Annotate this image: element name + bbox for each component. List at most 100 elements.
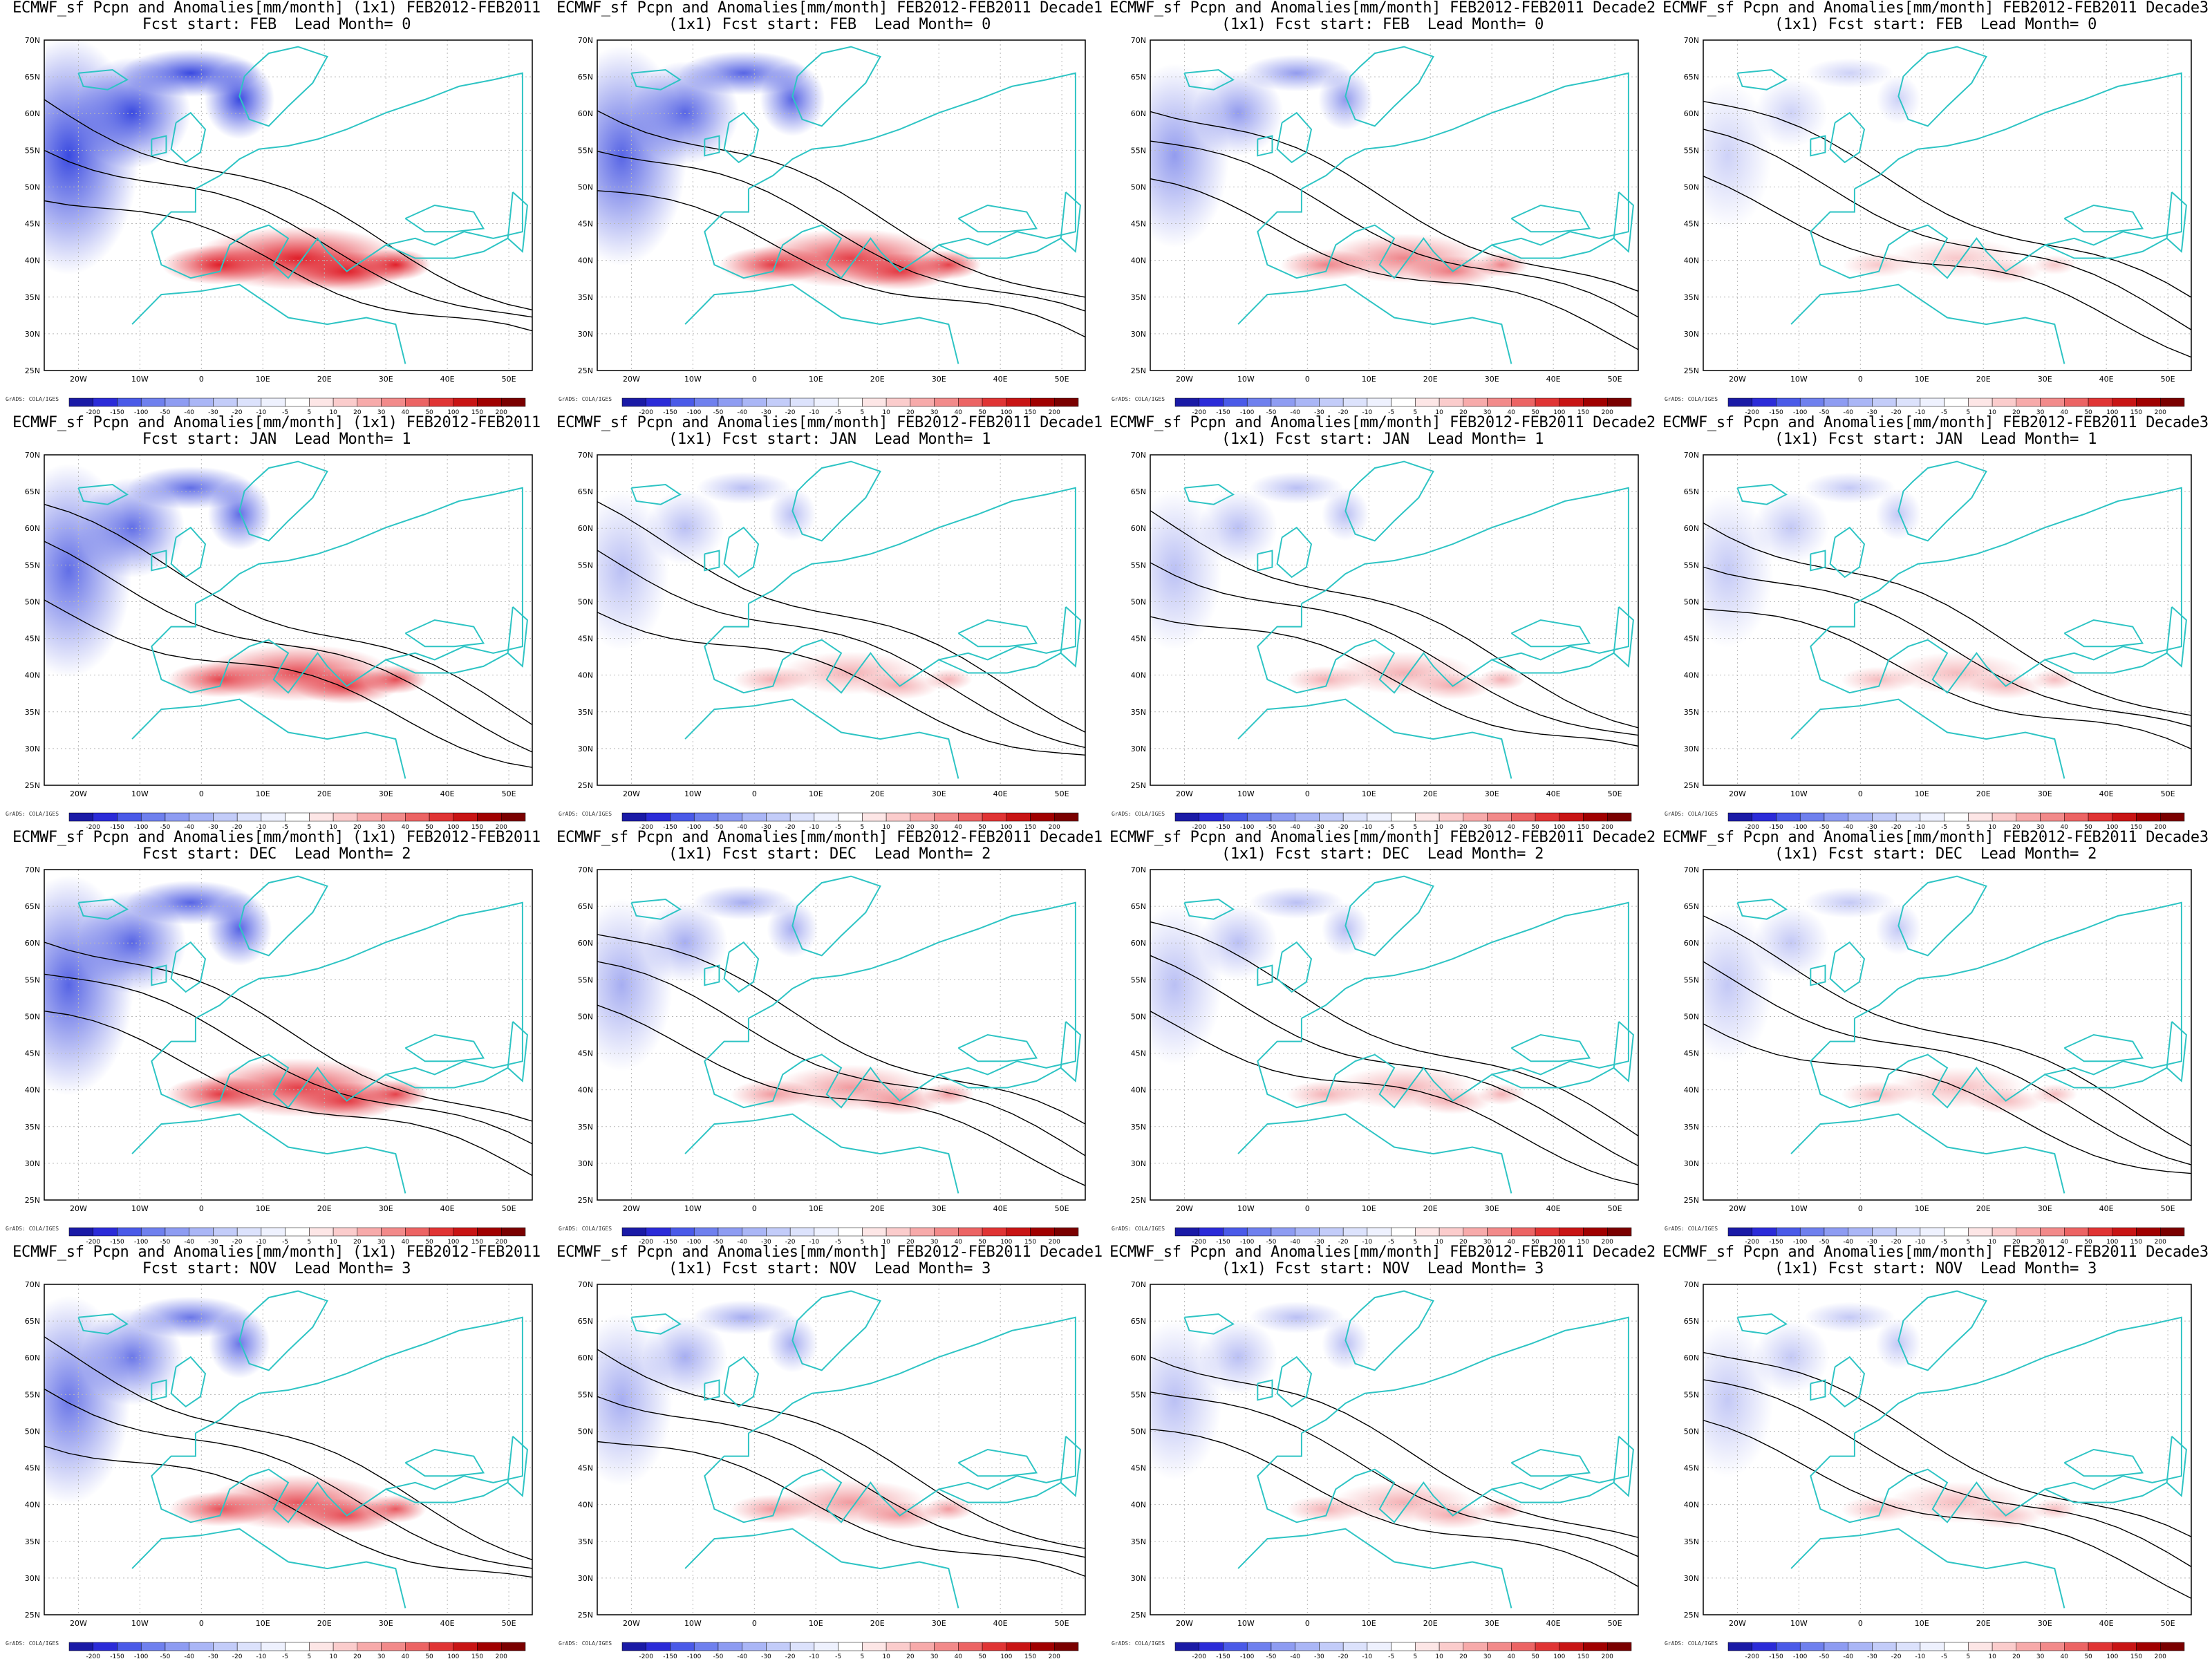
latitude-label: 40N [1131,671,1146,680]
coastline [704,135,720,157]
colorbar-swatch [1727,812,1752,822]
colorbar-swatch [1752,1227,1777,1237]
coastline [77,1313,129,1335]
colorbar-swatch [453,1642,478,1651]
latitude-label: 30N [578,1159,593,1168]
precipitation-contour [597,1349,1085,1549]
colorbar-label: 50 [1531,1653,1539,1659]
coastline [1510,1033,1591,1062]
colorbar-label: 200 [1602,1239,1613,1244]
colorbar-swatch [1342,1642,1368,1651]
colorbar-swatch [1895,1227,1921,1237]
coastline [704,964,720,986]
colorbar-swatch [670,812,695,822]
panel-title: ECMWF_sf Pcpn and Anomalies[mm/month] FE… [1662,414,2209,431]
latitude-label: 65N [25,902,40,911]
grads-source-label: GrADS: COLA/IGES [1665,1226,1718,1232]
latitude-label: 45N [578,220,593,229]
dry-anomaly-area [1198,1319,1278,1395]
colorbar-label: -100 [134,1653,149,1659]
colorbar-swatch [1463,397,1488,407]
colorbar-label: 40 [1508,1653,1516,1659]
coastline [404,1448,485,1477]
colorbar-swatch [1438,1227,1464,1237]
colorbar-swatch [1799,812,1825,822]
colorbar-label: -10 [1915,1653,1926,1659]
latitude-label: 70N [578,865,593,874]
colorbar-swatch [789,1227,815,1237]
colorbar-swatch [1030,812,1055,822]
coastline [704,1316,1076,1524]
colorbar-swatch [2112,812,2137,822]
colorbar-swatch [1944,1227,1969,1237]
longitude-label: 0 [1305,1204,1310,1213]
colorbar-label: 5 [308,1653,312,1659]
latitude-label: 60N [1684,939,1699,948]
colorbar-label: -5 [1941,1239,1947,1244]
colorbar-label: -200 [639,409,654,415]
coastline [938,652,1062,674]
colorbar-swatch [1054,1227,1079,1237]
colorbar-label: 10 [329,1653,337,1659]
coastline [170,111,207,164]
colorbar-swatch [885,397,911,407]
precipitation-contour [1703,522,2191,716]
colorbar-label: -100 [1240,1239,1255,1244]
dry-anomaly-area [120,49,261,97]
panel-subtitle: (1x1) Fcst start: JAN Lead Month= 1 [1774,431,2097,448]
colorbar-swatch [742,1227,767,1237]
latitude-label: 30N [1131,330,1146,339]
colorbar-label: 50 [978,1653,986,1659]
colorbar-swatch [140,812,166,822]
wet-anomaly-area [2032,669,2078,690]
colorbar-label: 150 [2130,409,2142,415]
longitude-label: 50E [502,1619,516,1628]
map-canvas: 70N 65N 60N 55N 50N 45N 40N 35N 30N 25N 20W 10W 0 10E… [25,1280,533,1659]
dry-anomaly-area [1192,69,1284,156]
dry-anomaly-area [1753,1320,1830,1394]
colorbar-label: -30 [1314,1653,1324,1659]
precipitation-contour [597,110,1085,298]
coastline [2063,1448,2144,1477]
longitude-label: 30E [2038,789,2052,798]
latitude-label: 35N [578,708,593,717]
coastline [131,1113,406,1194]
colorbar-label: 30 [930,824,939,830]
colorbar-label: 40 [955,409,963,415]
colorbar-label: -5 [1941,824,1947,830]
latitude-label: 50N [1131,597,1146,606]
panel-title: ECMWF_sf Pcpn and Anomalies[mm/month] FE… [1109,829,1656,846]
coastline [1491,237,1615,259]
colorbar-swatch [1174,397,1199,407]
colorbar-label: 10 [329,824,337,830]
map-canvas: 70N 65N 60N 55N 50N 45N 40N 35N 30N 25N 20W 10W 0 10E… [1684,36,2192,415]
latitude-label: 60N [25,524,40,533]
colorbar-swatch [165,812,189,822]
colorbar-label: -150 [110,824,124,830]
colorbar-label: -10 [1362,824,1373,830]
coastline [1237,283,1512,364]
latitude-label: 55N [1684,975,1699,984]
latitude-label: 45N [1131,220,1146,229]
latitude-label: 70N [578,1280,593,1289]
longitude-label: 10E [1915,375,1929,384]
colorbar-label: 30 [930,1653,939,1659]
latitude-label: 25N [25,1196,40,1205]
map-frame [597,454,1086,786]
colorbar-swatch [1463,812,1488,822]
longitude-label: 10W [1790,375,1808,384]
colorbar-swatch [1920,812,1944,822]
colorbar-label: 40 [402,1653,410,1659]
colorbar-label: -100 [134,409,149,415]
latitude-label: 40N [1684,1501,1699,1510]
latitude-label: 30N [1684,1574,1699,1583]
longitude-label: 50E [1608,1204,1622,1213]
longitude-label: 30E [2038,375,2052,384]
colorbar-swatch [646,397,671,407]
panel-title: ECMWF_sf Pcpn and Anomalies[mm/month] FE… [556,414,1103,431]
panel-subtitle: Fcst start: JAN Lead Month= 1 [142,431,411,448]
colorbar-label: 40 [955,1239,963,1244]
panel-subtitle: (1x1) Fcst start: NOV Lead Month= 3 [1774,1260,2097,1277]
colorbar-swatch [140,1642,166,1651]
wet-anomaly-area [167,662,273,697]
